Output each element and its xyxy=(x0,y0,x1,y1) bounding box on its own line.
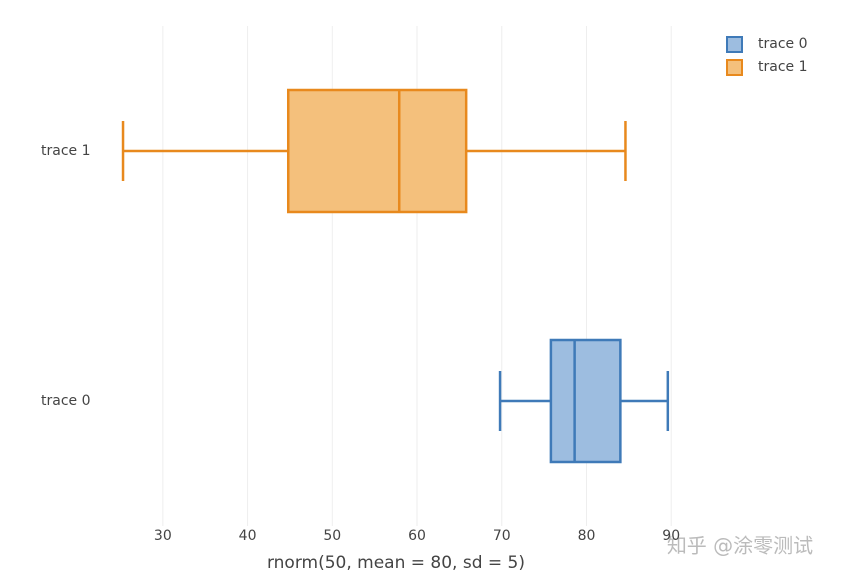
box xyxy=(286,88,468,214)
x-axis-title: rnorm(50, mean = 80, sd = 5) xyxy=(267,553,525,573)
x-tick-label: 70 xyxy=(493,528,511,544)
legend-swatch xyxy=(726,59,743,76)
y-tick-label: trace 1 xyxy=(41,143,91,159)
y-tick-label: trace 0 xyxy=(41,393,91,409)
x-tick-label: 90 xyxy=(662,528,680,544)
x-tick-label: 60 xyxy=(408,528,426,544)
box xyxy=(549,338,622,464)
x-tick-label: 50 xyxy=(323,528,341,544)
legend-swatch xyxy=(726,36,743,53)
x-tick-label: 30 xyxy=(154,528,172,544)
watermark: 知乎 @涂零测试 xyxy=(667,534,813,558)
x-tick-label: 40 xyxy=(239,528,257,544)
legend-label: trace 1 xyxy=(758,59,808,75)
legend-label: trace 0 xyxy=(758,36,808,52)
x-tick-label: 80 xyxy=(578,528,596,544)
